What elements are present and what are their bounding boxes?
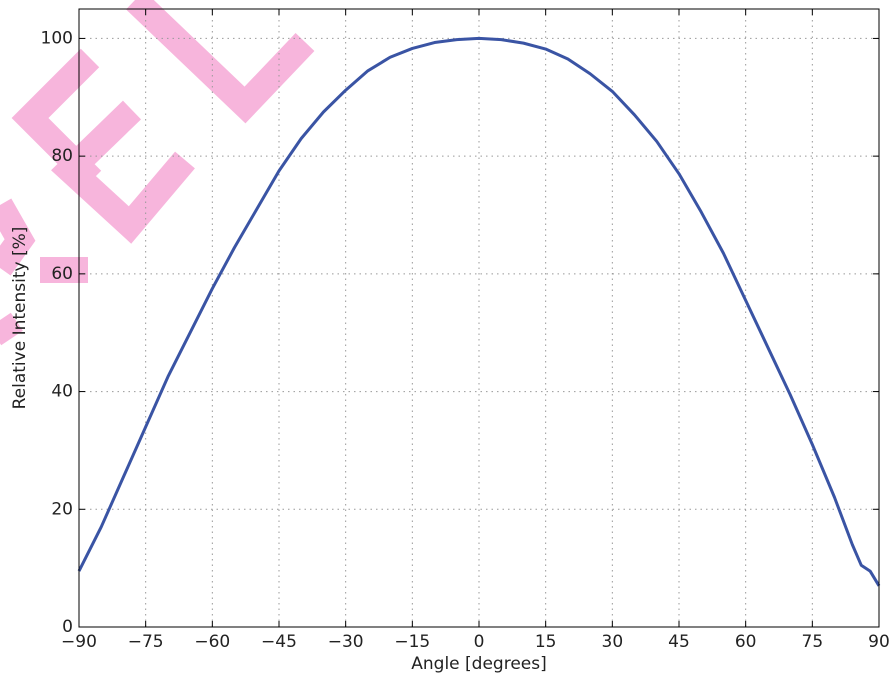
x-tick-label: 45 bbox=[668, 632, 690, 652]
line bbox=[77, 36, 881, 587]
x-tick-label: −15 bbox=[394, 632, 430, 652]
x-tick-label: −45 bbox=[261, 632, 297, 652]
x-axis-title: Angle [degrees] bbox=[411, 654, 546, 674]
x-tick-label: 90 bbox=[868, 632, 890, 652]
x-tick-label: 15 bbox=[535, 632, 557, 652]
y-tick-label: 20 bbox=[51, 499, 73, 519]
x-tick-label: −90 bbox=[61, 632, 97, 652]
x-tick-label: 60 bbox=[735, 632, 757, 652]
y-tick-label: 60 bbox=[51, 264, 73, 284]
watermark bbox=[0, 0, 315, 346]
y-tick-label: 0 bbox=[62, 617, 73, 637]
plot-frame bbox=[78, 8, 880, 628]
x-tick-label: −75 bbox=[128, 632, 164, 652]
y-axis-title: Relative Intensity [%] bbox=[10, 227, 30, 410]
x-tick-label: −60 bbox=[194, 632, 230, 652]
x-tick-label: 75 bbox=[802, 632, 824, 652]
y-tick-label: 80 bbox=[51, 146, 73, 166]
y-tick-label: 40 bbox=[51, 382, 73, 402]
x-tick-label: 0 bbox=[474, 632, 485, 652]
y-tick-label: 100 bbox=[41, 28, 73, 48]
x-tick-label: −30 bbox=[328, 632, 364, 652]
x-tick-label: 30 bbox=[602, 632, 624, 652]
